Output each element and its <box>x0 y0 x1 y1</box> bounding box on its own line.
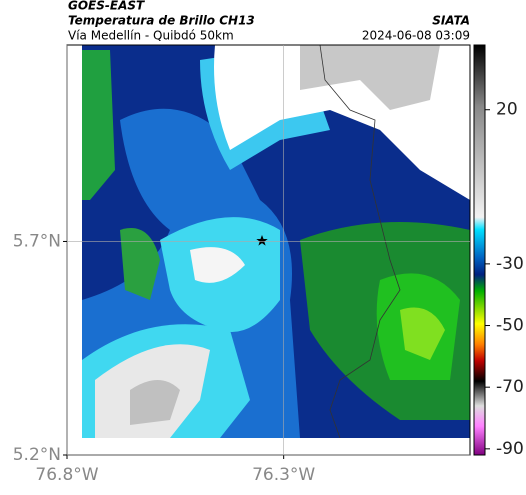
y-tick-label: 5.2°N <box>13 445 61 465</box>
brand: SIATA <box>432 14 470 28</box>
title: Temperatura de Brillo CH13 <box>68 14 255 28</box>
x-tick-label: 76.3°W <box>252 465 315 485</box>
satellite-image <box>82 45 470 438</box>
x-tick-label: 76.8°W <box>35 465 98 485</box>
colorbar-tick-label: -90 <box>496 439 524 459</box>
location-marker <box>256 235 268 246</box>
colorbar-tick-label: 20 <box>496 100 518 120</box>
colorbar-tick-label: -50 <box>496 316 524 336</box>
colorbar-tick-label: -70 <box>496 377 524 397</box>
subtitle: Vía Medellín - Quibdó 50km <box>68 29 234 43</box>
y-tick-label: 5.7°N <box>13 231 61 251</box>
colorbar-tick-label: -30 <box>496 254 524 274</box>
source: GOES-EAST <box>68 0 145 13</box>
colorbar <box>473 44 486 456</box>
timestamp: 2024-06-08 03:09 <box>362 29 470 43</box>
